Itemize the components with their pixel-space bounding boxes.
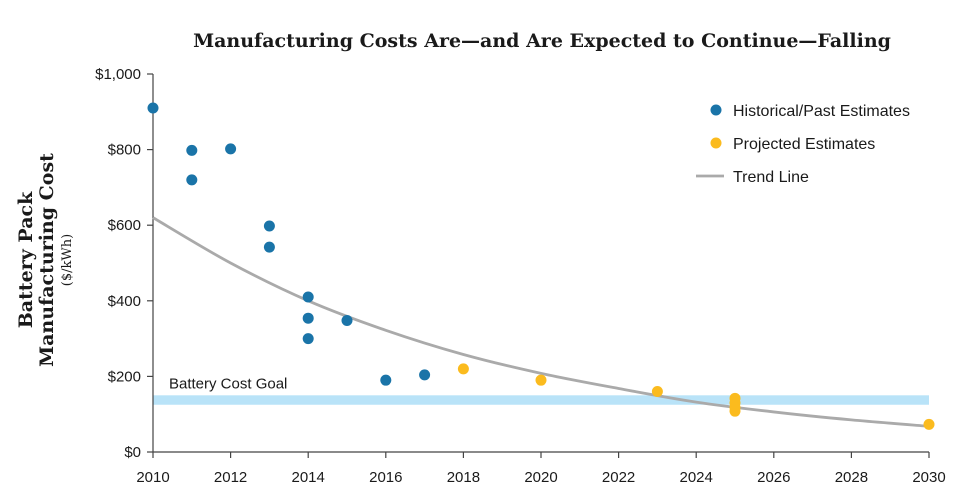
legend-label-historical: Historical/Past Estimates: [733, 103, 910, 120]
x-tick-label: 2020: [524, 469, 557, 486]
x-tick-label: 2024: [680, 469, 713, 486]
projected-point: [651, 386, 663, 398]
x-tick-label: 2014: [292, 469, 325, 486]
historical-point: [263, 220, 275, 232]
x-tick-label: 2022: [602, 469, 635, 486]
legend-marker-projected: [710, 137, 722, 149]
legend-label-trend: Trend Line: [733, 169, 809, 186]
x-tick-label: 2028: [835, 469, 868, 486]
projected-point: [535, 374, 547, 386]
x-tick-label: 2010: [136, 469, 169, 486]
chart-title: Manufacturing Costs Are—and Are Expected…: [193, 30, 891, 52]
points-layer: [147, 102, 935, 430]
y-axis-label-line-1: Battery Pack: [15, 191, 37, 328]
x-tick-label: 2018: [447, 469, 480, 486]
historical-point: [380, 374, 392, 386]
historical-point: [419, 369, 431, 381]
legend: Historical/Past Estimates Projected Estim…: [696, 103, 910, 186]
historical-point: [302, 312, 314, 324]
x-tick-label: 2026: [757, 469, 790, 486]
historical-point: [302, 291, 314, 303]
legend-marker-historical: [710, 104, 722, 116]
trend-line: [152, 216, 930, 428]
historical-point: [263, 241, 275, 253]
y-tick-label: $800: [108, 142, 141, 159]
historical-point: [186, 144, 198, 156]
projected-point: [729, 405, 741, 417]
y-tick-label: $400: [108, 293, 141, 310]
projected-point: [923, 418, 935, 430]
y-tick-label: $600: [108, 217, 141, 234]
y-tick-label: $1,000: [95, 66, 141, 83]
y-tick-label: $200: [108, 368, 141, 385]
x-tick-label: 2016: [369, 469, 402, 486]
y-axis-label-line-2: Manufacturing Cost: [36, 153, 58, 367]
y-tick-label: $0: [124, 444, 141, 461]
goal-band-label: Battery Cost Goal: [169, 375, 287, 392]
historical-point: [225, 143, 237, 155]
x-tick-label: 2012: [214, 469, 247, 486]
historical-point: [302, 333, 314, 345]
projected-point: [457, 363, 469, 375]
goal-band: [153, 395, 929, 405]
trend-layer: [152, 216, 930, 428]
historical-point: [341, 314, 353, 326]
x-tick-label: 2030: [912, 469, 945, 486]
legend-label-projected: Projected Estimates: [733, 136, 875, 153]
y-axis-unit: ($/kWh): [60, 234, 75, 286]
axes: $0 $200 $400 $600 $800 $1,000 2010 2012 2014 2016…: [95, 66, 946, 486]
y-axis-label: Battery Pack Manufacturing Cost ($/kWh): [15, 153, 75, 367]
historical-point: [186, 174, 198, 186]
goal-band-layer: Battery Cost Goal: [153, 375, 929, 405]
historical-point: [147, 102, 159, 114]
